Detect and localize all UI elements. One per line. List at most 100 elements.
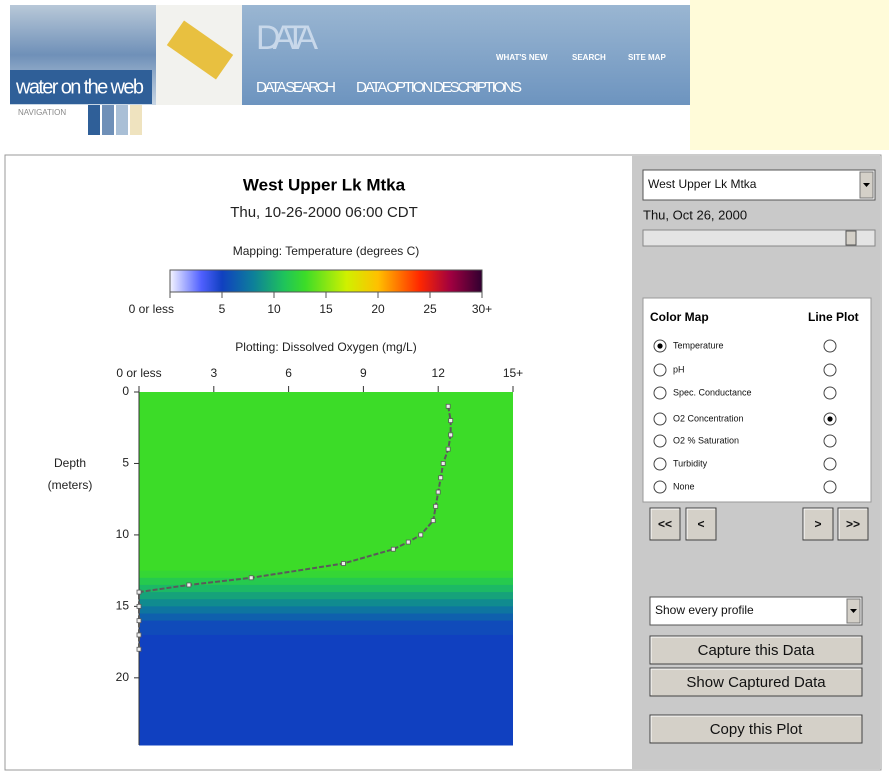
nav-tab[interactable] [116,105,128,135]
colorbar-tick-label: 30+ [472,302,492,316]
oxygen-point [137,590,141,594]
radio-button[interactable] [824,435,836,447]
nav-button-label[interactable]: < [697,517,704,531]
nav-tab[interactable] [130,105,142,135]
date-slider[interactable] [643,230,875,246]
option-label: Turbidity [673,458,708,468]
temperature-cell [139,571,513,579]
colorbar-tick-label: 5 [219,302,226,316]
x-tick-label: 15+ [503,366,523,380]
nav-tab[interactable] [102,105,114,135]
section-title: DATA [256,19,318,57]
oxygen-point [439,476,443,480]
oxygen-point [249,576,253,580]
radio-dot [827,416,832,421]
nav-button-label[interactable]: > [814,517,821,531]
oxygen-point [446,404,450,408]
radio-dot [657,343,662,348]
radio-button[interactable] [654,413,666,425]
ad-box [690,0,889,150]
x-tick-label: 6 [285,366,292,380]
colorbar-tick-label: 15 [319,302,333,316]
chart-subtitle: Thu, 10-26-2000 06:00 CDT [230,204,418,221]
y-tick-label: 5 [122,456,129,470]
nav-tab[interactable] [88,105,100,135]
profile-select-text: Show every profile [655,603,754,617]
oxygen-point [434,504,438,508]
oxygen-point [449,433,453,437]
radio-button[interactable] [654,481,666,493]
oxygen-point [431,519,435,523]
x-tick-label: 3 [210,366,217,380]
top-link[interactable]: SITE MAP [628,53,666,62]
colorbar-label: Mapping: Temperature (degrees C) [233,244,420,258]
options-header: Color Map [650,310,709,324]
temperature-cell [139,635,513,746]
radio-button[interactable] [654,364,666,376]
option-label: Spec. Conductance [673,387,752,397]
option-label: pH [673,364,685,374]
lake-select-text: West Upper Lk Mtka [648,177,757,191]
top-link[interactable]: SEARCH [572,53,606,62]
option-label: O2 % Saturation [673,435,739,445]
chart-title: West Upper Lk Mtka [243,175,406,194]
action-button-label[interactable]: Copy this Plot [710,721,803,738]
top-link[interactable]: WHAT'S NEW [496,53,548,62]
oxygen-point [391,547,395,551]
date-label: Thu, Oct 26, 2000 [643,207,747,222]
oxygen-point [446,447,450,451]
oxygen-point [137,604,141,608]
nav-link[interactable]: DATA OPTION DESCRIPTIONS [356,79,522,96]
y-axis-label: Depth [54,456,86,470]
temperature-cell [139,621,513,636]
oxygen-point [449,419,453,423]
nav-button-label[interactable]: >> [846,517,860,531]
x-axis-label: Plotting: Dissolved Oxygen (mg/L) [235,340,416,354]
navigation-label: NAVIGATION [18,108,66,117]
radio-button[interactable] [824,458,836,470]
oxygen-point [406,540,410,544]
temperature-cell [139,392,513,564]
option-label: None [673,481,695,491]
oxygen-point [441,461,445,465]
x-tick-label: 12 [432,366,446,380]
oxygen-point [137,633,141,637]
nav-button-label[interactable]: << [658,517,672,531]
radio-button[interactable] [824,481,836,493]
radio-button[interactable] [824,387,836,399]
options-box [643,298,871,502]
y-tick-label: 0 [122,384,129,398]
action-button-label[interactable]: Show Captured Data [686,674,826,691]
colorbar-tick-label: 25 [423,302,437,316]
oxygen-point [137,647,141,651]
site-name: water on the web [15,76,144,98]
option-label: Temperature [673,340,724,350]
page: water on the web NAVIGATION DATA WHAT'S NEW… [0,0,889,773]
colorbar-tick-label: 0 or less [129,302,174,316]
action-button-label[interactable]: Capture this Data [698,642,815,659]
y-axis-label: (meters) [48,478,93,492]
y-tick-label: 10 [116,527,130,541]
temperature-cell [139,585,513,593]
oxygen-point [436,490,440,494]
radio-button[interactable] [654,435,666,447]
colorbar-tick-label: 10 [267,302,281,316]
temperature-cell [139,606,513,614]
temperature-cell [139,599,513,607]
y-tick-label: 15 [116,599,130,613]
slider-thumb[interactable] [846,231,856,245]
x-tick-label: 0 or less [116,366,161,380]
radio-button[interactable] [654,458,666,470]
oxygen-point [341,561,345,565]
radio-button[interactable] [654,387,666,399]
colorbar-tick-label: 20 [371,302,385,316]
radio-button[interactable] [824,340,836,352]
oxygen-point [187,583,191,587]
nav-link[interactable]: DATA SEARCH [256,79,336,96]
x-tick-label: 9 [360,366,367,380]
temperature-cell [139,592,513,600]
colorbar [170,270,482,292]
temperature-cell [139,563,513,571]
radio-button[interactable] [824,364,836,376]
options-header: Line Plot [808,310,859,324]
